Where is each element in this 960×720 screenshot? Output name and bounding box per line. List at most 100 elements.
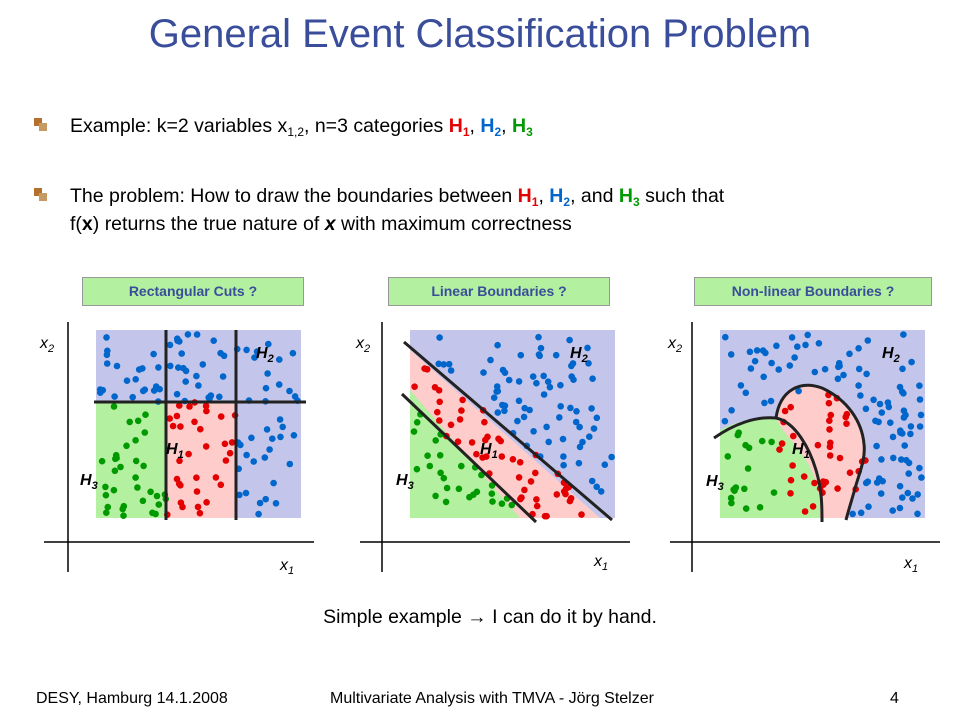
class-label-h3: H3 <box>80 472 98 492</box>
data-point-h2 <box>546 383 554 391</box>
data-point-h2 <box>585 360 592 367</box>
data-point-h1 <box>458 407 465 414</box>
data-point-h1 <box>819 478 827 485</box>
data-point-h2 <box>590 425 598 432</box>
data-point-h3 <box>141 429 149 436</box>
data-point-h2 <box>586 433 593 440</box>
data-point-h1 <box>809 503 817 510</box>
data-point-h3 <box>488 490 496 497</box>
data-point-h1 <box>787 403 794 411</box>
data-point-h2 <box>878 409 886 416</box>
data-point-h2 <box>559 435 567 443</box>
data-point-h3 <box>126 418 133 426</box>
data-point-h2 <box>530 428 537 435</box>
data-point-h2 <box>916 396 924 403</box>
data-point-h2 <box>515 397 523 405</box>
data-point-h2 <box>918 474 925 481</box>
data-point-h1 <box>454 438 462 445</box>
data-point-h3 <box>426 462 434 470</box>
data-point-h2 <box>908 358 915 366</box>
bullet-problem: The problem: How to draw the boundaries … <box>70 185 725 235</box>
footer-title: Multivariate Analysis with TMVA - Jörg S… <box>330 690 654 707</box>
data-point-h3 <box>110 403 118 410</box>
x-axis-label: x1 <box>593 553 608 573</box>
data-point-h3 <box>155 501 163 508</box>
data-point-h2 <box>721 417 729 425</box>
data-point-h2 <box>804 331 811 339</box>
data-point-h2 <box>916 382 923 389</box>
data-point-h2 <box>788 334 796 341</box>
data-point-h2 <box>533 379 540 387</box>
data-point-h2 <box>855 382 862 389</box>
data-point-h2 <box>286 387 293 395</box>
data-point-h3 <box>102 491 110 499</box>
data-point-h2 <box>556 414 563 421</box>
data-point-h2 <box>802 341 809 349</box>
data-point-h2 <box>536 352 543 360</box>
data-point-h2 <box>155 364 162 371</box>
data-point-h2 <box>864 478 872 485</box>
data-point-h2 <box>834 375 842 383</box>
data-point-h2 <box>747 365 755 372</box>
data-point-h2 <box>759 347 767 354</box>
label-rectangular-cuts: Rectangular Cuts ? <box>82 277 304 306</box>
data-point-h3 <box>147 488 154 496</box>
data-point-h1 <box>217 413 225 420</box>
data-point-h2 <box>220 352 228 360</box>
data-point-h2 <box>846 350 853 358</box>
data-point-h2 <box>840 371 847 379</box>
data-point-h2 <box>593 414 601 422</box>
data-point-h1 <box>459 396 466 404</box>
data-point-h2 <box>907 423 915 430</box>
data-point-h2 <box>573 408 580 415</box>
label-nonlinear-boundaries: Non-linear Boundaries ? <box>694 277 932 306</box>
data-point-h2 <box>167 362 174 370</box>
data-point-h2 <box>579 438 586 446</box>
data-point-h1 <box>509 456 517 463</box>
data-point-h2 <box>514 417 521 425</box>
data-point-h2 <box>286 460 294 468</box>
data-point-h3 <box>98 457 106 465</box>
class-label-h1: H1 <box>792 441 810 461</box>
data-point-h1 <box>827 411 835 419</box>
data-point-h3 <box>741 485 748 493</box>
data-point-h3 <box>728 499 735 507</box>
data-point-h2 <box>545 438 552 446</box>
data-point-h2 <box>262 384 270 392</box>
data-point-h1 <box>177 423 184 430</box>
footer-page-number: 4 <box>890 690 899 707</box>
bullet-example: Example: k=2 variables x1,2, n=3 categor… <box>70 115 533 139</box>
data-point-h2 <box>540 391 548 398</box>
data-point-h2 <box>909 495 916 502</box>
data-point-h1 <box>194 503 202 511</box>
data-point-h1 <box>800 473 808 480</box>
data-point-h1 <box>846 469 854 476</box>
data-point-h2 <box>480 369 487 376</box>
data-point-h2 <box>487 356 494 364</box>
data-point-h2 <box>889 507 896 514</box>
data-point-h1 <box>203 499 210 506</box>
data-point-h2 <box>568 362 575 370</box>
data-point-h2 <box>242 489 250 497</box>
data-point-h2 <box>608 453 615 461</box>
data-point-h1 <box>516 459 524 466</box>
data-point-h2 <box>152 383 160 390</box>
data-point-h2 <box>855 345 862 352</box>
data-point-h1 <box>468 439 476 446</box>
data-point-h2 <box>597 488 605 495</box>
data-point-h2 <box>727 351 735 358</box>
data-point-h2 <box>277 433 284 441</box>
y-axis-label: x2 <box>39 335 54 355</box>
data-point-h2 <box>855 365 863 373</box>
data-point-h3 <box>498 500 506 507</box>
data-point-h1 <box>411 383 418 390</box>
data-point-h1 <box>481 418 488 426</box>
data-point-h2 <box>494 409 502 416</box>
data-point-h2 <box>173 390 181 398</box>
footer-date: DESY, Hamburg 14.1.2008 <box>36 690 228 707</box>
data-point-h2 <box>821 365 829 373</box>
data-point-h2 <box>193 331 201 338</box>
data-point-h2 <box>898 456 905 463</box>
data-point-h1 <box>827 439 834 447</box>
data-points <box>96 331 301 519</box>
